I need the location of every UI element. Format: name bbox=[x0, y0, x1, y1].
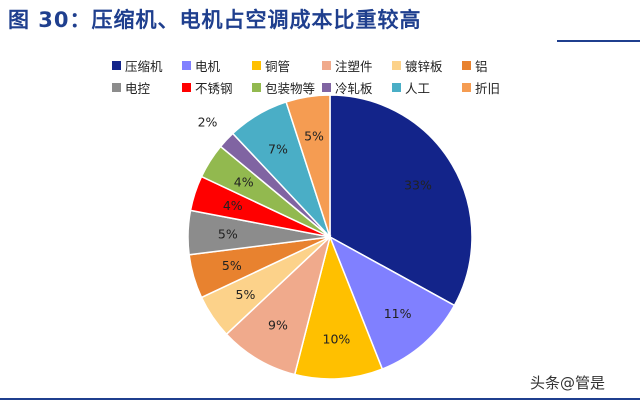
bottom-rule bbox=[0, 398, 640, 400]
legend-item: 铜管 bbox=[252, 56, 322, 75]
legend-swatch bbox=[112, 61, 121, 70]
pie-slice bbox=[225, 234, 332, 376]
legend-label: 折旧 bbox=[475, 81, 501, 96]
legend-swatch bbox=[252, 61, 261, 70]
legend-swatch bbox=[322, 83, 331, 92]
legend-swatch bbox=[182, 61, 191, 70]
legend-swatch bbox=[392, 61, 401, 70]
slice-data-label: 4% bbox=[234, 175, 254, 190]
legend-swatch bbox=[322, 61, 331, 70]
legend-item: 压缩机 bbox=[112, 56, 182, 75]
legend-item: 电机 bbox=[182, 56, 252, 75]
slice-data-label: 9% bbox=[268, 318, 288, 333]
chart-legend: 压缩机 电机 铜管 注塑件 镀锌板 铝电控 不锈钢 包装物等 冷轧板 人工 折旧 bbox=[112, 56, 532, 97]
legend-item: 铝 bbox=[462, 56, 532, 75]
watermark: 头条@管是 bbox=[530, 374, 606, 392]
legend-swatch bbox=[462, 61, 471, 70]
slice-data-label: 33% bbox=[404, 177, 432, 192]
legend-label: 铜管 bbox=[265, 59, 291, 74]
legend-swatch bbox=[182, 83, 191, 92]
title-rule-right bbox=[557, 40, 640, 42]
legend-item: 电控 bbox=[112, 78, 182, 97]
slice-data-label: 5% bbox=[218, 226, 238, 241]
legend-label: 电控 bbox=[125, 81, 151, 96]
page-title: 图 30：压缩机、电机占空调成本比重较高 bbox=[8, 8, 422, 32]
pie-slice bbox=[293, 234, 384, 380]
slice-data-label: 10% bbox=[323, 332, 351, 347]
slice-data-label: 5% bbox=[304, 129, 324, 144]
legend-item: 包装物等 bbox=[252, 78, 322, 97]
pie-slice bbox=[329, 94, 473, 307]
legend-label: 冷轧板 bbox=[335, 81, 373, 96]
legend-label: 镀锌板 bbox=[405, 59, 443, 74]
legend-item: 折旧 bbox=[462, 78, 532, 97]
legend-label: 不锈钢 bbox=[195, 81, 233, 96]
pie-slice bbox=[285, 94, 331, 238]
legend-item: 冷轧板 bbox=[322, 78, 392, 97]
slice-data-label: 7% bbox=[268, 141, 288, 156]
legend-label: 铝 bbox=[475, 59, 488, 74]
legend-swatch bbox=[252, 83, 261, 92]
legend-item: 人工 bbox=[392, 78, 462, 97]
legend-swatch bbox=[112, 83, 121, 92]
legend-item: 不锈钢 bbox=[182, 78, 252, 97]
slice-data-label: 5% bbox=[222, 258, 242, 273]
legend-swatch bbox=[462, 83, 471, 92]
legend-label: 电机 bbox=[195, 59, 221, 74]
slice-data-label: 5% bbox=[236, 287, 256, 302]
legend-label: 压缩机 bbox=[125, 59, 163, 74]
legend-item: 注塑件 bbox=[322, 56, 392, 75]
legend-swatch bbox=[392, 83, 401, 92]
legend-label: 包装物等 bbox=[265, 81, 316, 96]
slice-data-label: 11% bbox=[384, 306, 412, 321]
legend-item: 镀锌板 bbox=[392, 56, 462, 75]
slice-data-label: 4% bbox=[223, 198, 243, 213]
legend-label: 人工 bbox=[405, 81, 431, 96]
pie-slice bbox=[328, 235, 456, 371]
legend-label: 注塑件 bbox=[335, 59, 373, 74]
slice-data-label: 2% bbox=[198, 114, 218, 129]
